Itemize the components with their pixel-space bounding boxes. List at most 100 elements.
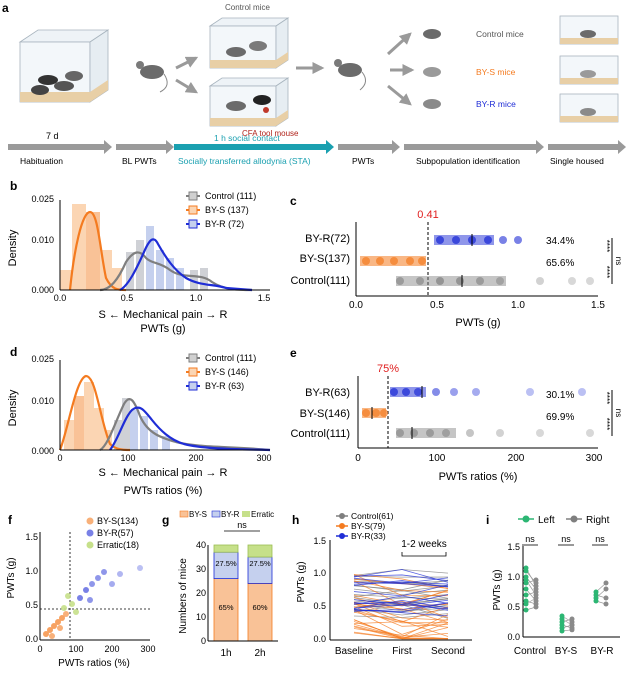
panel-i-ytick-0: 0.0 bbox=[507, 632, 520, 642]
panel-i-right-bys-4 bbox=[569, 622, 575, 628]
panel-g-ylabel: Numbers of mice bbox=[178, 558, 189, 634]
panel-d: d Density 0.000 0.010 0.025 0 100 200 30… bbox=[7, 345, 272, 497]
panel-g-ns: ns bbox=[237, 520, 247, 530]
panel-c-row-bys: BY-S(137) bbox=[300, 253, 350, 265]
panel-g-legend bbox=[179, 510, 250, 518]
panel-h-line-bys-20 bbox=[353, 580, 449, 606]
panel-h-xtick-baseline: Baseline bbox=[335, 646, 374, 657]
panel-f: f PWTs (g) 1.5 1.0 0.5 0.0 bbox=[6, 513, 156, 669]
panel-g-plot bbox=[207, 544, 278, 642]
panel-e-label: e bbox=[290, 346, 297, 360]
panel-h-line-bys-22 bbox=[353, 614, 449, 638]
panel-c-sig-ns: ns bbox=[614, 257, 623, 265]
cage-cfa bbox=[208, 77, 290, 127]
panel-e-xlabel: PWTs ratios (%) bbox=[439, 471, 518, 483]
panel-i-right-control-8 bbox=[533, 595, 539, 601]
panel-c-sig-1: **** bbox=[602, 240, 611, 252]
panel-c-pct-byr: 34.4% bbox=[546, 236, 574, 247]
panel-f-legend-byr: BY-R(57) bbox=[97, 528, 134, 538]
panel-h-line-bys-3 bbox=[353, 623, 449, 638]
panel-h-line-bys-25 bbox=[353, 609, 449, 635]
panel-h-weeks-bracket bbox=[401, 552, 447, 557]
panel-i-legend-left: Left bbox=[538, 515, 555, 526]
panel-b-xtick-2: 1.0 bbox=[190, 293, 203, 303]
control-mice-top-label: Control mice bbox=[225, 3, 270, 12]
panel-b-plot bbox=[59, 200, 270, 292]
panel-i-right-bys-2 bbox=[569, 616, 575, 622]
panel-b-ylabel: Density bbox=[7, 229, 19, 266]
panel-b: b Density 0.000 0.010 0.025 0.0 0.5 bbox=[7, 179, 270, 335]
panel-b-xtick-0: 0.0 bbox=[54, 293, 67, 303]
panel-f-ytick-1: 0.5 bbox=[25, 600, 38, 610]
panel-h-line-byr-13 bbox=[353, 581, 449, 585]
panel-e-sig-ns: ns bbox=[614, 409, 623, 417]
panel-i-ytick-3: 1.5 bbox=[507, 542, 520, 552]
panel-i-xtick-bys: BY-S bbox=[555, 646, 578, 657]
panel-h-line-byr-10 bbox=[353, 581, 449, 587]
panel-e-sig-2: **** bbox=[602, 418, 611, 430]
timeline-bl-pwts: BL PWTs bbox=[122, 156, 157, 166]
panel-c-threshold: 0.41 bbox=[417, 209, 438, 221]
panel-b-legend-byr: BY-R (72) bbox=[205, 219, 244, 229]
bys-mice-label: BY-S mice bbox=[476, 67, 516, 77]
control-mice-right-label: Control mice bbox=[476, 29, 524, 39]
panel-h-lines bbox=[353, 569, 449, 640]
panel-g-ytick-2: 20 bbox=[196, 588, 206, 598]
panel-e-sig-1: **** bbox=[602, 392, 611, 404]
panel-e-row-bys: BY-S(146) bbox=[300, 408, 350, 420]
panel-g-ytick-1: 10 bbox=[196, 612, 206, 622]
panel-g-bar-2h-bys-label: 60% bbox=[252, 603, 267, 612]
panel-c-xtick-3: 1.5 bbox=[591, 300, 605, 311]
panel-f-xtick-3: 300 bbox=[140, 644, 155, 654]
panel-a-label: a bbox=[2, 1, 9, 15]
panel-i-right-control-6 bbox=[533, 589, 539, 595]
panel-h-line-bys-19 bbox=[353, 609, 449, 624]
panel-h-xtick-first: First bbox=[392, 646, 412, 657]
panel-g-legend-byr: BY-R bbox=[221, 510, 240, 519]
panel-f-xlabel: PWTs ratios (%) bbox=[58, 658, 130, 669]
panel-g-label: g bbox=[162, 513, 169, 527]
panel-i-left-control-6 bbox=[523, 592, 529, 598]
panel-f-xtick-0: 0 bbox=[37, 644, 42, 654]
panel-h-plot bbox=[329, 540, 472, 641]
timeline-arrows bbox=[8, 140, 626, 154]
panel-f-legend bbox=[86, 517, 94, 549]
panel-b-xlabel-2: PWTs (g) bbox=[140, 323, 185, 335]
panel-d-legend-byr: BY-R (63) bbox=[205, 381, 244, 391]
panel-i-left-byr-3 bbox=[593, 598, 599, 604]
panel-f-plot bbox=[39, 532, 150, 641]
panel-i-xtick-control: Control bbox=[514, 646, 546, 657]
panel-d-ytick-2: 0.025 bbox=[31, 354, 54, 364]
panel-h-line-bys-7 bbox=[353, 611, 449, 637]
panel-h-line-control-16 bbox=[353, 594, 449, 600]
timeline-pwts: PWTs bbox=[352, 156, 374, 166]
single-cages bbox=[559, 15, 619, 123]
panel-i-ns-bys: ns bbox=[561, 534, 571, 544]
panel-e-row-byr: BY-R(63) bbox=[305, 387, 350, 399]
panel-e-xtick-1: 100 bbox=[429, 453, 446, 464]
panel-b-ytick-1: 0.010 bbox=[31, 235, 54, 245]
panel-i-left-control-8 bbox=[523, 601, 529, 607]
panel-g-bar-2h-erratic bbox=[247, 544, 273, 558]
panel-i-right-control-9 bbox=[533, 604, 539, 610]
panel-a: a Control mice bbox=[2, 1, 626, 166]
panel-i-right-byr-2 bbox=[603, 586, 609, 592]
panel-i-right-byr-3 bbox=[603, 601, 609, 607]
panel-h-line-bys-10 bbox=[353, 606, 449, 627]
panel-h-line-byr-4 bbox=[353, 599, 449, 609]
panel-i-xtick-byr: BY-R bbox=[591, 646, 614, 657]
panel-g-ytick-4: 40 bbox=[196, 540, 206, 550]
panel-h-line-byr-12 bbox=[353, 584, 449, 597]
panel-h-line-byr-0 bbox=[353, 577, 449, 584]
panel-i: i PWTs (g) Left Right ns ns ns 1.5 1.0 0… bbox=[486, 513, 620, 657]
panel-i-left-control-5 bbox=[523, 586, 529, 592]
panel-i-left-control-9 bbox=[523, 607, 529, 613]
panel-d-legend-bys: BY-S (146) bbox=[205, 367, 249, 377]
panel-i-legend bbox=[518, 515, 582, 523]
social-contact-label: 1 h social contact bbox=[214, 133, 280, 143]
panel-i-label: i bbox=[486, 513, 489, 527]
panel-g-bar-2h-byr-label: 27.5% bbox=[249, 559, 271, 568]
panel-h-ytick-0: 0.0 bbox=[313, 634, 326, 644]
panel-h-legend-control: Control(61) bbox=[351, 511, 394, 521]
